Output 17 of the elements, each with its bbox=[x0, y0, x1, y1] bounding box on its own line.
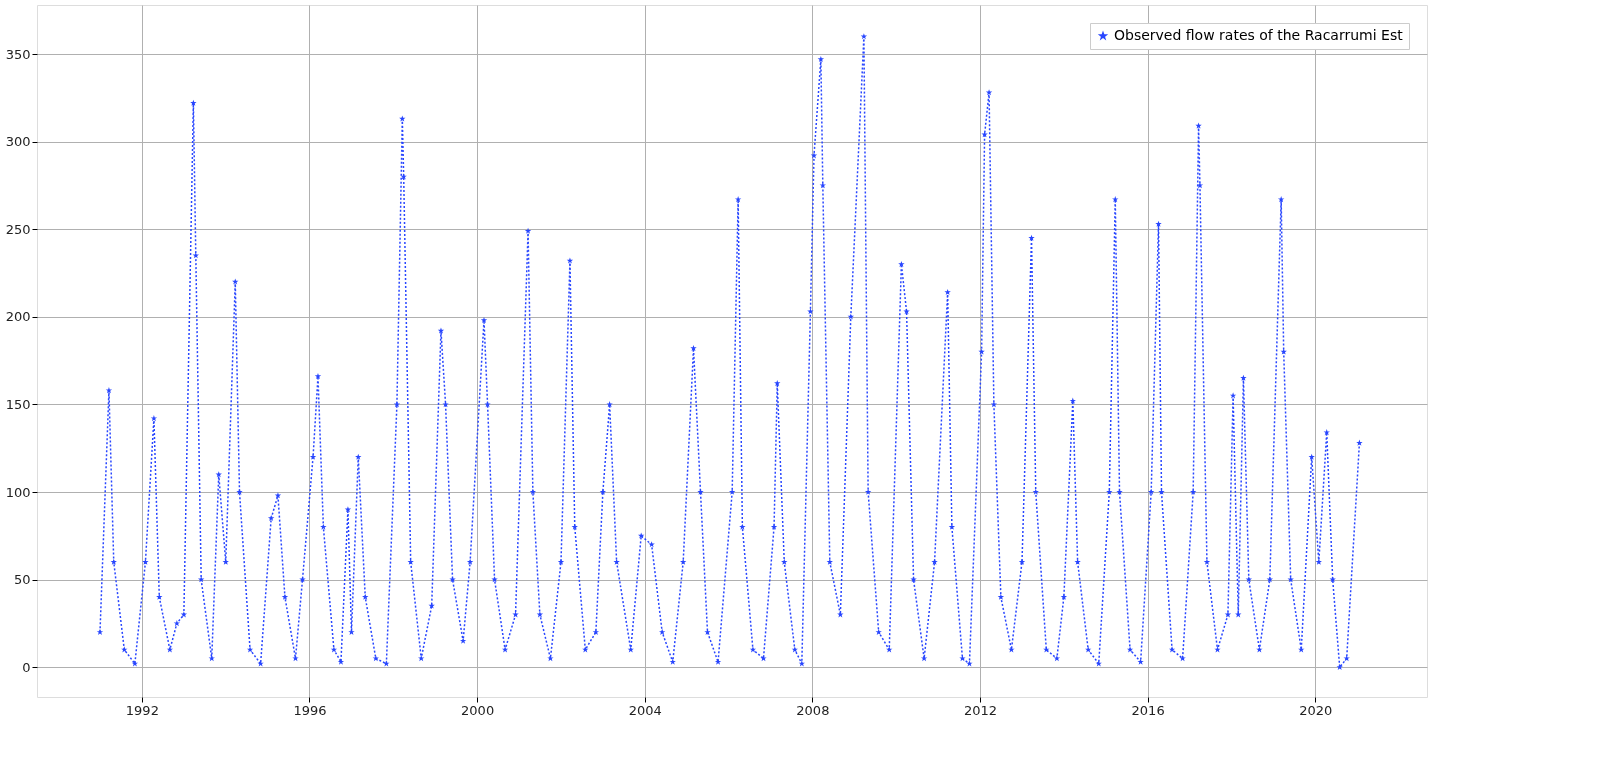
y-tick-label: 300 bbox=[5, 134, 31, 150]
y-tick-label: 0 bbox=[22, 659, 31, 675]
y-tick-label: 50 bbox=[13, 572, 31, 588]
x-tick-label: 1992 bbox=[125, 702, 159, 718]
legend-label: Observed flow rates of the Racarrumi Est bbox=[1114, 27, 1404, 43]
y-tick-label: 200 bbox=[5, 309, 31, 325]
y-tick-label: 150 bbox=[5, 396, 31, 412]
x-tick-label: 2012 bbox=[963, 702, 998, 718]
x-tick-label: 2020 bbox=[1299, 702, 1333, 718]
x-tick-label: 1996 bbox=[293, 702, 327, 718]
x-tick-label: 2016 bbox=[1131, 702, 1165, 718]
y-tick-label: 350 bbox=[5, 46, 31, 62]
x-tick-label: 2004 bbox=[628, 702, 662, 718]
x-tick-label: 2008 bbox=[796, 702, 830, 718]
y-tick-label: 100 bbox=[5, 484, 31, 500]
y-tick-label: 250 bbox=[5, 221, 31, 237]
x-tick-label: 2000 bbox=[461, 702, 495, 718]
